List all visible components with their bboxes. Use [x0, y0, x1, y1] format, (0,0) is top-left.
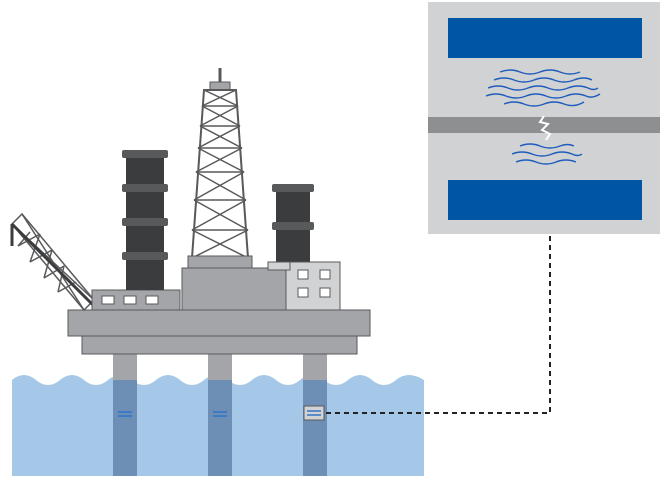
detail-panel	[428, 2, 660, 234]
leg-left-underwater	[113, 380, 137, 476]
strain-sensor-icon-active[interactable]	[303, 405, 325, 421]
exhaust-stack-right	[272, 184, 314, 262]
lower-deck	[81, 335, 358, 355]
drilling-derrick-icon	[187, 68, 253, 269]
leg-middle	[208, 352, 232, 382]
leg-middle-underwater	[208, 380, 232, 476]
acoustic-wave-icon	[485, 69, 601, 165]
strain-sensors	[118, 405, 325, 421]
cracked-member	[428, 117, 660, 133]
platform-deck	[67, 309, 371, 355]
accommodation-block	[267, 261, 341, 311]
crane-base	[91, 289, 181, 311]
strain-sensor-icon[interactable]	[213, 411, 227, 417]
crack-icon	[538, 115, 552, 141]
leg-left	[113, 352, 137, 382]
crane-icon	[10, 212, 98, 312]
bottom-plate	[448, 180, 642, 220]
strain-sensor-icon[interactable]	[118, 411, 132, 417]
leg-right-underwater	[303, 380, 327, 476]
main-deck	[67, 309, 371, 337]
sensor-connector-line	[326, 236, 551, 414]
exhaust-stack-left	[122, 150, 168, 290]
central-module	[181, 267, 287, 311]
leg-right	[303, 352, 327, 382]
top-plate	[448, 18, 642, 58]
platform-legs	[113, 352, 327, 476]
